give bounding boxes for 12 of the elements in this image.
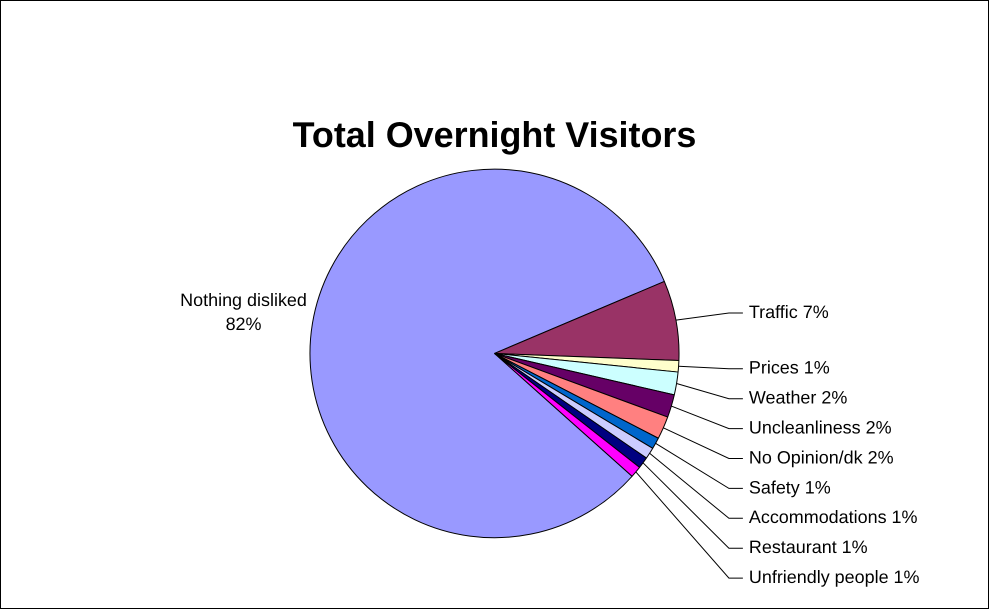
slice-label: Prices 1% [748,358,830,378]
slice-label: Safety 1% [748,477,831,498]
data-label: 82% [226,314,262,334]
slice-label: Uncleanliness 2% [748,418,892,438]
slice-label: Nothing disliked [180,290,307,310]
slice-label: Accommodations 1% [748,507,918,528]
slice-label: Weather 2% [748,388,848,408]
slice-label: Traffic 7% [748,302,829,322]
slice-label: No Opinion/dk 2% [748,447,894,468]
chart-title: Total Overnight Visitors [292,115,696,156]
slice-label: Unfriendly people 1% [748,567,920,588]
slice-label: Restaurant 1% [748,537,868,558]
